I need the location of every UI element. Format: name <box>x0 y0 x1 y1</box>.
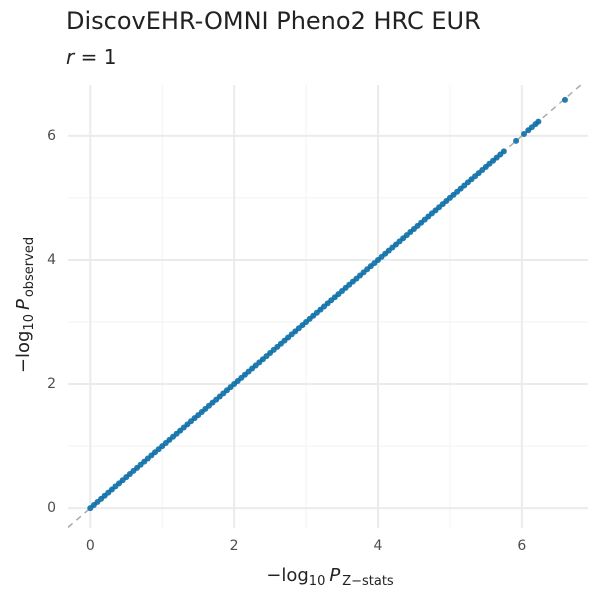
point <box>520 131 527 138</box>
y-axis-label: −log10 Pobserved <box>13 237 37 373</box>
x-label-subscript: Z−stats <box>342 574 394 589</box>
point <box>535 118 542 125</box>
y-label-prefix: −log <box>13 331 34 374</box>
point <box>513 137 520 144</box>
y-label-subscript: observed <box>22 237 37 297</box>
x-label-sub: 10 <box>309 574 326 589</box>
subtitle-var: r <box>66 45 76 69</box>
x-axis-label: −log10 P Z−stats <box>266 565 394 589</box>
y-tick-label: 2 <box>47 376 56 392</box>
y-tick-label: 0 <box>47 500 56 516</box>
chart-title: DiscovEHR-OMNI Pheno2 HRC EUR <box>66 7 481 35</box>
y-tick-label: 6 <box>47 128 56 144</box>
point <box>500 148 507 155</box>
y-tick-label: 4 <box>47 252 56 268</box>
x-tick-label: 6 <box>517 538 526 554</box>
y-label-var: P <box>13 299 34 310</box>
y-label-sub: 10 <box>22 314 37 331</box>
x-label-var: P <box>329 565 340 586</box>
x-tick-label: 0 <box>86 538 95 554</box>
x-tick-label: 2 <box>230 538 239 554</box>
x-tick-label: 4 <box>374 538 383 554</box>
x-label-prefix: −log <box>266 565 309 586</box>
point <box>561 96 568 103</box>
subtitle-rest: = 1 <box>81 45 117 69</box>
chart-subtitle: r = 1 <box>66 45 116 69</box>
